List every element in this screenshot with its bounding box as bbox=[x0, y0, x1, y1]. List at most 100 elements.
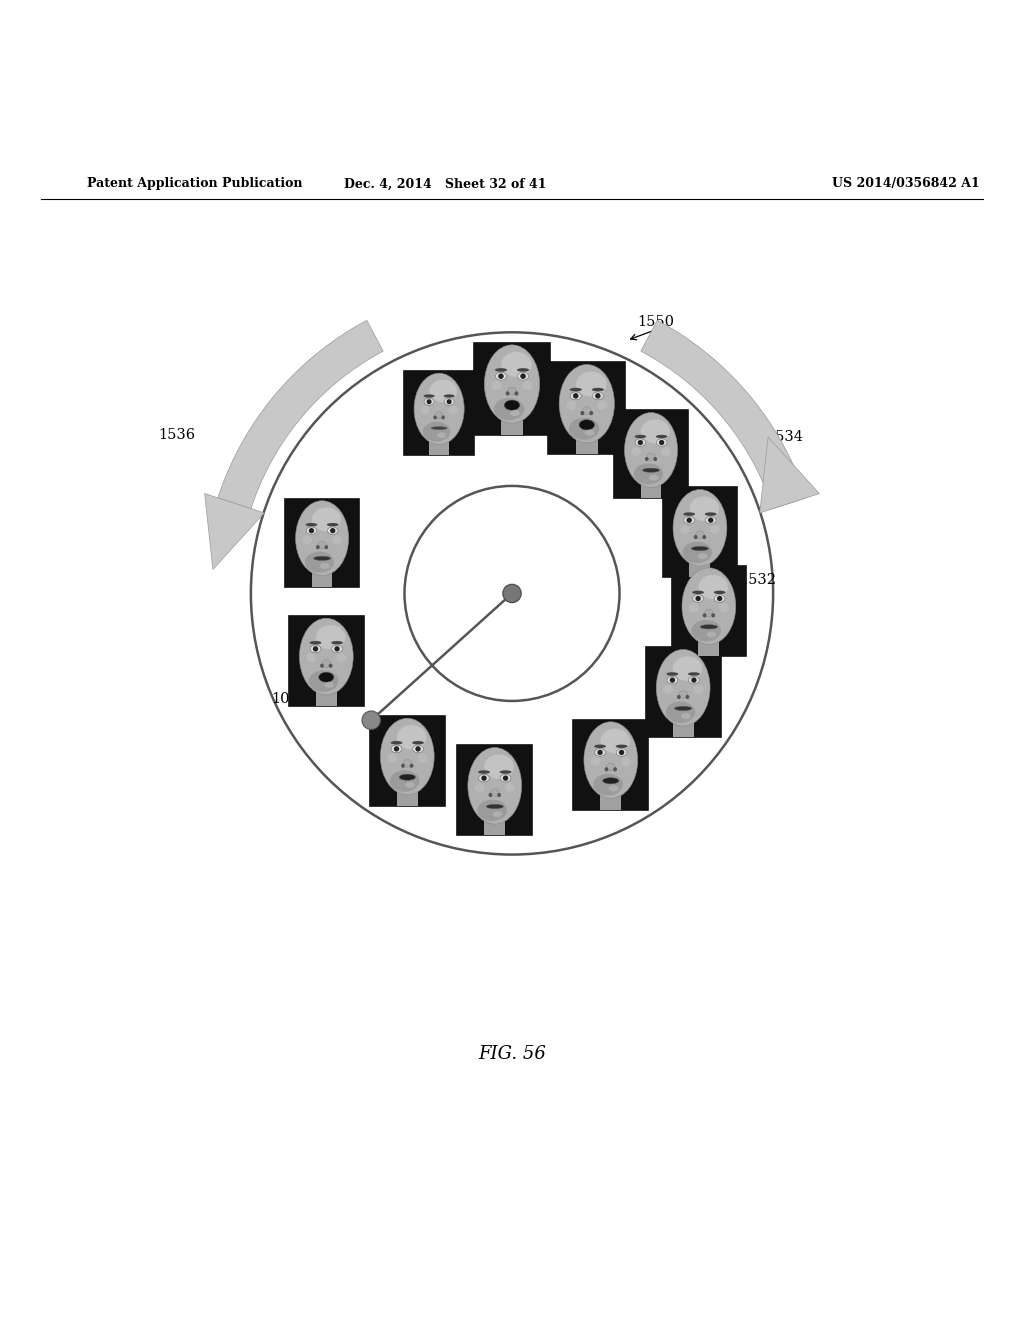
Ellipse shape bbox=[634, 463, 663, 484]
Ellipse shape bbox=[331, 642, 343, 644]
FancyBboxPatch shape bbox=[577, 438, 598, 454]
Ellipse shape bbox=[714, 590, 726, 594]
Ellipse shape bbox=[414, 374, 464, 445]
Ellipse shape bbox=[327, 523, 339, 527]
Ellipse shape bbox=[570, 392, 582, 400]
Ellipse shape bbox=[310, 645, 321, 652]
Text: 1534: 1534 bbox=[766, 430, 803, 444]
Ellipse shape bbox=[592, 392, 603, 400]
Ellipse shape bbox=[686, 517, 692, 523]
Ellipse shape bbox=[618, 750, 625, 755]
Ellipse shape bbox=[711, 525, 720, 535]
Ellipse shape bbox=[325, 545, 329, 549]
Ellipse shape bbox=[656, 649, 710, 726]
Ellipse shape bbox=[424, 395, 434, 397]
Ellipse shape bbox=[649, 475, 658, 480]
FancyBboxPatch shape bbox=[370, 715, 444, 807]
Ellipse shape bbox=[498, 793, 501, 797]
Ellipse shape bbox=[692, 590, 705, 594]
Ellipse shape bbox=[505, 783, 515, 792]
Ellipse shape bbox=[433, 416, 437, 420]
Ellipse shape bbox=[522, 381, 532, 391]
Ellipse shape bbox=[501, 352, 531, 378]
Ellipse shape bbox=[478, 775, 489, 781]
FancyBboxPatch shape bbox=[673, 721, 693, 738]
Ellipse shape bbox=[666, 701, 695, 723]
Ellipse shape bbox=[595, 393, 601, 399]
Ellipse shape bbox=[679, 690, 687, 698]
Ellipse shape bbox=[335, 647, 340, 652]
Ellipse shape bbox=[608, 785, 618, 792]
Ellipse shape bbox=[510, 411, 520, 416]
FancyBboxPatch shape bbox=[429, 440, 449, 455]
Ellipse shape bbox=[394, 746, 399, 751]
FancyBboxPatch shape bbox=[458, 746, 532, 836]
FancyBboxPatch shape bbox=[646, 647, 721, 738]
Ellipse shape bbox=[429, 380, 457, 403]
Ellipse shape bbox=[642, 469, 659, 473]
FancyBboxPatch shape bbox=[404, 371, 474, 455]
FancyBboxPatch shape bbox=[473, 343, 551, 434]
Ellipse shape bbox=[635, 434, 646, 438]
Ellipse shape bbox=[427, 399, 431, 404]
Ellipse shape bbox=[319, 562, 330, 569]
Ellipse shape bbox=[418, 754, 427, 763]
FancyBboxPatch shape bbox=[484, 820, 505, 836]
FancyBboxPatch shape bbox=[397, 789, 418, 807]
Ellipse shape bbox=[306, 653, 316, 663]
FancyBboxPatch shape bbox=[614, 411, 688, 499]
Ellipse shape bbox=[603, 777, 618, 784]
Ellipse shape bbox=[296, 500, 348, 576]
Ellipse shape bbox=[328, 527, 338, 535]
Ellipse shape bbox=[517, 372, 528, 380]
Ellipse shape bbox=[390, 741, 402, 744]
Ellipse shape bbox=[446, 399, 452, 404]
Ellipse shape bbox=[399, 774, 416, 780]
Ellipse shape bbox=[431, 426, 447, 429]
Ellipse shape bbox=[595, 748, 605, 756]
Ellipse shape bbox=[337, 653, 346, 663]
Text: 1532: 1532 bbox=[739, 573, 776, 587]
Ellipse shape bbox=[673, 490, 727, 566]
Ellipse shape bbox=[435, 412, 443, 418]
Ellipse shape bbox=[391, 744, 401, 752]
Circle shape bbox=[404, 486, 620, 701]
Ellipse shape bbox=[694, 535, 697, 539]
Ellipse shape bbox=[600, 729, 630, 754]
Ellipse shape bbox=[449, 407, 458, 414]
Ellipse shape bbox=[698, 574, 728, 599]
Ellipse shape bbox=[490, 789, 499, 796]
Ellipse shape bbox=[708, 517, 714, 523]
Ellipse shape bbox=[579, 420, 595, 430]
Ellipse shape bbox=[313, 556, 331, 561]
Ellipse shape bbox=[306, 527, 316, 535]
FancyBboxPatch shape bbox=[573, 719, 648, 809]
Ellipse shape bbox=[606, 763, 615, 771]
Ellipse shape bbox=[641, 420, 670, 444]
Ellipse shape bbox=[444, 399, 455, 405]
Ellipse shape bbox=[667, 672, 678, 676]
Text: FIG. 56: FIG. 56 bbox=[478, 1045, 546, 1063]
Ellipse shape bbox=[684, 516, 694, 524]
Ellipse shape bbox=[498, 374, 504, 379]
Ellipse shape bbox=[705, 512, 717, 516]
Ellipse shape bbox=[584, 722, 638, 799]
Ellipse shape bbox=[604, 767, 608, 771]
Ellipse shape bbox=[688, 676, 699, 684]
Ellipse shape bbox=[689, 603, 698, 612]
Ellipse shape bbox=[585, 429, 595, 436]
Ellipse shape bbox=[423, 421, 451, 442]
Ellipse shape bbox=[662, 447, 671, 455]
Ellipse shape bbox=[697, 553, 708, 560]
Ellipse shape bbox=[583, 407, 591, 414]
FancyBboxPatch shape bbox=[663, 487, 737, 577]
Ellipse shape bbox=[695, 531, 705, 539]
Polygon shape bbox=[205, 494, 264, 569]
Polygon shape bbox=[641, 321, 806, 508]
Ellipse shape bbox=[484, 345, 540, 424]
Ellipse shape bbox=[468, 747, 521, 824]
Ellipse shape bbox=[593, 774, 623, 796]
Ellipse shape bbox=[659, 440, 665, 445]
Ellipse shape bbox=[506, 391, 510, 396]
Ellipse shape bbox=[401, 764, 404, 768]
